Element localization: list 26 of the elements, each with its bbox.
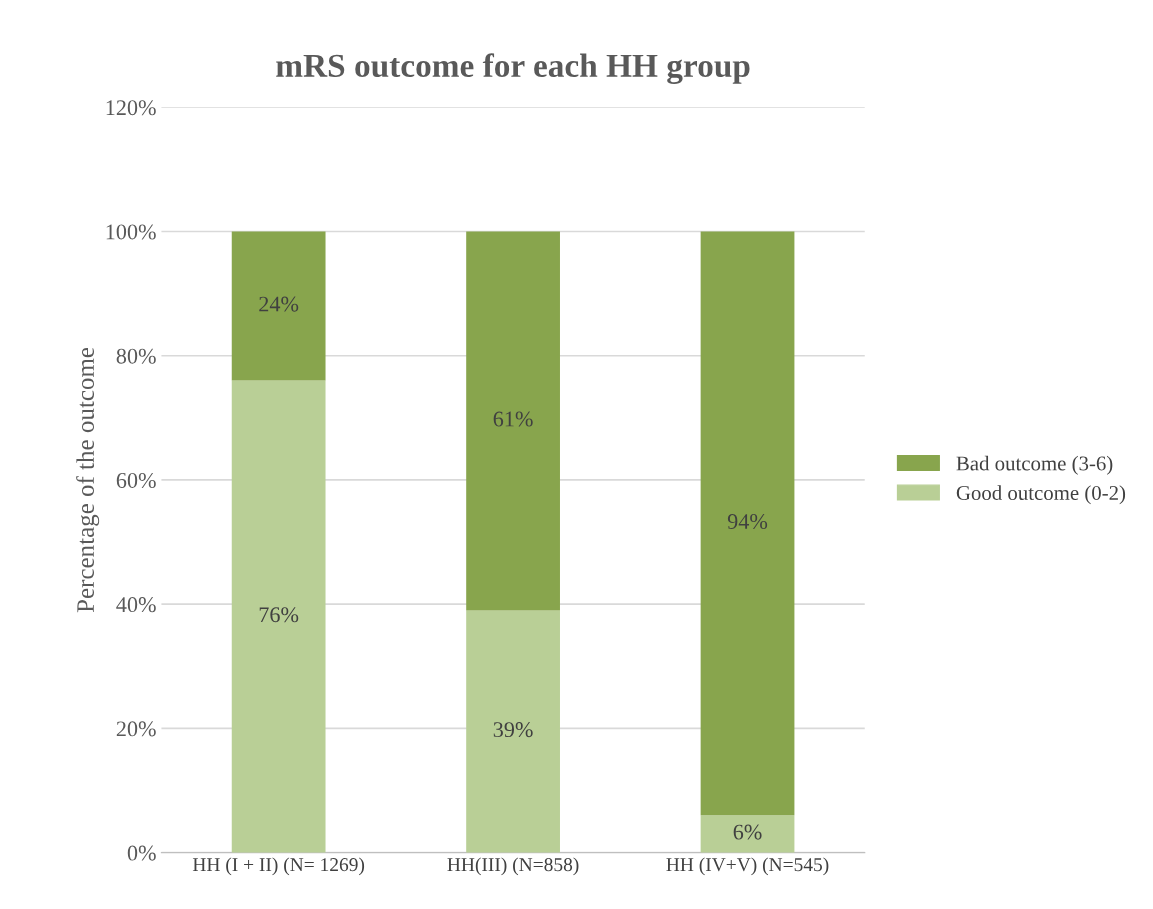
legend-label: Bad outcome (3-6) bbox=[956, 455, 1113, 475]
y-tick-label: 60% bbox=[116, 472, 156, 488]
y-tick-label: 100% bbox=[106, 224, 156, 240]
x-tick-label: HH (IV+V) (N=545) bbox=[666, 857, 829, 876]
y-tick-label: 120% bbox=[106, 100, 156, 116]
y-tick-label: 0% bbox=[127, 845, 156, 861]
x-tick-label: HH (I + II) (N= 1269) bbox=[192, 857, 365, 876]
legend-label: Good outcome (0-2) bbox=[956, 485, 1126, 505]
bar bbox=[700, 231, 795, 816]
bar bbox=[231, 231, 326, 381]
data-label: 76% bbox=[259, 607, 299, 623]
data-label: 94% bbox=[727, 514, 768, 530]
bar bbox=[466, 610, 560, 853]
data-label: 24% bbox=[259, 296, 299, 312]
x-tick-label: HH(III) (N=858) bbox=[447, 857, 579, 876]
bar bbox=[466, 231, 560, 611]
bar bbox=[231, 380, 326, 853]
y-tick-label: 20% bbox=[116, 721, 156, 737]
data-label: 6% bbox=[733, 824, 762, 840]
y-tick-label: 80% bbox=[116, 348, 156, 364]
data-label: 39% bbox=[493, 722, 533, 738]
chart-title: mRS outcome for each HH group bbox=[276, 53, 750, 85]
data-label: 61% bbox=[493, 411, 533, 427]
y-axis-title: Percentage of the outcome bbox=[76, 347, 100, 613]
bar bbox=[700, 815, 795, 853]
y-tick-label: 40% bbox=[116, 597, 156, 613]
